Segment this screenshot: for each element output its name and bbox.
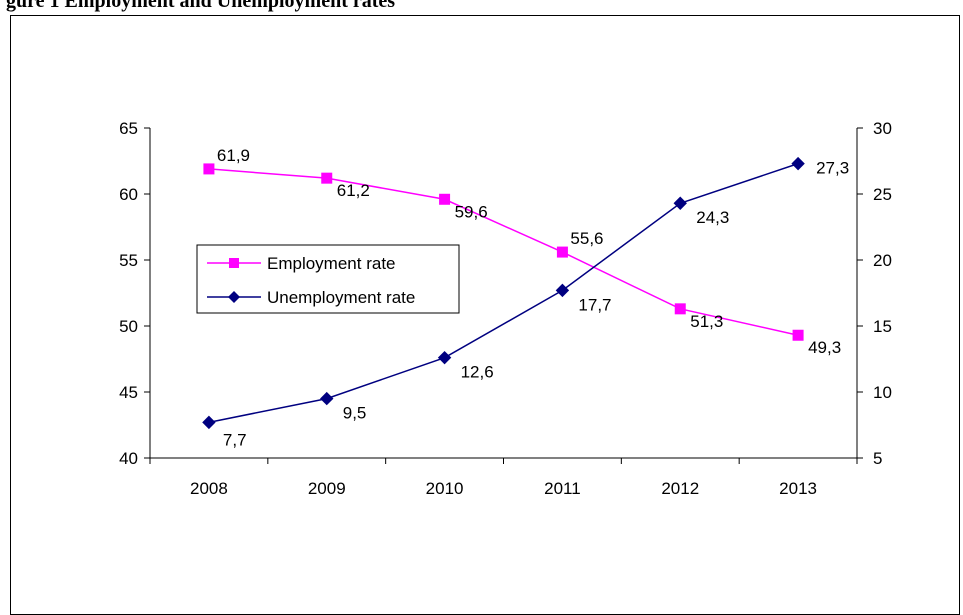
data-label: 9,5 <box>343 404 367 423</box>
data-label: 24,3 <box>696 208 729 227</box>
unemployment-marker <box>791 156 805 171</box>
series-markers <box>202 156 805 430</box>
y-right-tick-label: 30 <box>873 119 892 138</box>
employment-marker <box>439 193 451 205</box>
series-lines <box>208 162 799 424</box>
series-line-0 <box>208 168 799 336</box>
x-tick-label: 2013 <box>779 479 817 498</box>
legend-marker-square <box>229 258 239 268</box>
data-label: 7,7 <box>223 430 247 449</box>
unemployment-marker <box>555 283 570 298</box>
y-right-tick-label: 10 <box>873 383 892 402</box>
axes: 40 45 50 55 60 65 5 10 15 20 25 30 2008 2009 2010 2011 2… <box>119 119 892 498</box>
y-left-tick-label: 45 <box>119 383 138 402</box>
data-label: 49,3 <box>808 338 841 357</box>
data-label: 17,7 <box>578 295 611 314</box>
y-left-tick-label: 60 <box>119 185 138 204</box>
employment-marker <box>203 163 215 175</box>
x-tick-label: 2008 <box>190 479 228 498</box>
title-strip: gure 1 Employment and Unemployment rates <box>0 0 963 14</box>
data-label: 51,3 <box>690 312 723 331</box>
page-title: gure 1 Employment and Unemployment rates <box>6 0 396 12</box>
y-right-tick-label: 15 <box>873 317 892 336</box>
data-label: 61,9 <box>217 146 250 165</box>
series-line-1 <box>208 162 799 424</box>
y-left-tick-label: 50 <box>119 317 138 336</box>
legend-label: Employment rate <box>267 254 396 273</box>
unemployment-marker <box>437 350 452 365</box>
line-chart: 40 45 50 55 60 65 5 10 15 20 25 30 2008 2009 2010 2011 2… <box>119 119 892 498</box>
y-right-tick-label: 25 <box>873 185 892 204</box>
x-tick-label: 2012 <box>661 479 699 498</box>
data-labels: 61,9 61,2 59,6 55,6 51,3 49,3 7,7 9,5 12,6 17,7 24… <box>217 146 849 449</box>
data-label: 12,6 <box>461 363 494 382</box>
x-tick-label: 2011 <box>544 479 581 498</box>
legend-label: Unemployment rate <box>267 288 415 307</box>
x-tick-label: 2009 <box>308 479 346 498</box>
legend-marker-diamond <box>228 291 240 303</box>
y-left-tick-label: 40 <box>119 449 138 468</box>
y-right-tick-label: 20 <box>873 251 892 270</box>
legend: Employment rate Unemployment rate <box>196 244 460 314</box>
data-label: 55,6 <box>570 229 603 248</box>
unemployment-marker <box>673 196 687 210</box>
unemployment-marker <box>320 391 334 406</box>
data-label: 27,3 <box>816 159 849 178</box>
unemployment-marker <box>202 415 216 430</box>
x-tick-label: 2010 <box>426 479 464 498</box>
employment-marker <box>792 329 804 341</box>
employment-marker <box>321 172 333 184</box>
y-left-tick-label: 65 <box>119 119 138 138</box>
chart-frame <box>10 15 960 615</box>
employment-marker <box>556 246 568 258</box>
legend-box <box>196 244 460 314</box>
y-left-tick-label: 55 <box>119 251 138 270</box>
data-label: 61,2 <box>337 181 370 200</box>
y-right-tick-label: 5 <box>873 449 882 468</box>
employment-marker <box>674 303 686 315</box>
data-label: 59,6 <box>455 202 488 221</box>
